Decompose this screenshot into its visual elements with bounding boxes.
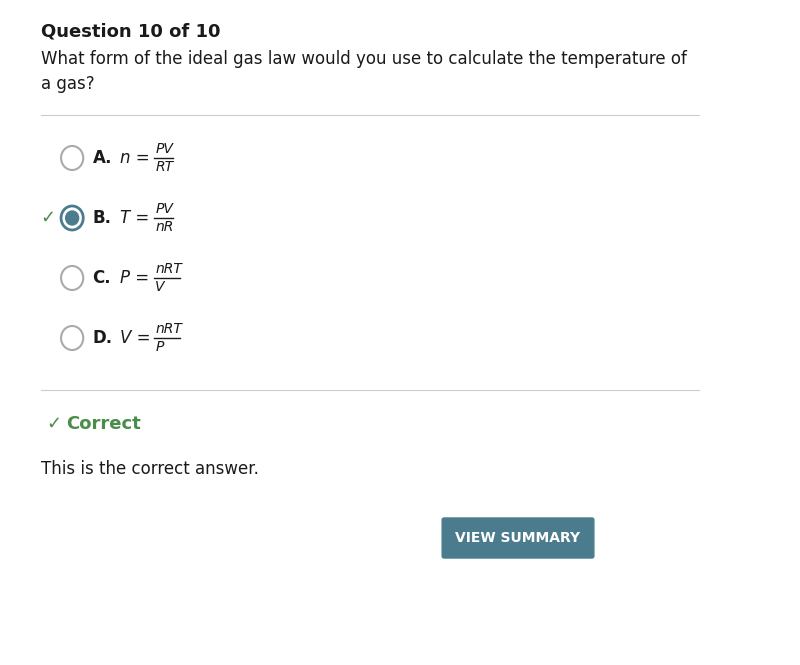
- Text: nR: nR: [155, 220, 174, 234]
- Text: ✓: ✓: [41, 209, 56, 227]
- Text: C.: C.: [93, 269, 111, 287]
- Text: Correct: Correct: [66, 415, 142, 433]
- Text: n =: n =: [120, 149, 150, 167]
- Text: VIEW SUMMARY: VIEW SUMMARY: [455, 531, 581, 545]
- Text: PV: PV: [155, 202, 174, 216]
- Text: V =: V =: [120, 329, 150, 347]
- Text: nRT: nRT: [155, 322, 182, 336]
- Text: PV: PV: [155, 142, 174, 156]
- Text: A.: A.: [93, 149, 112, 167]
- Text: P: P: [155, 340, 164, 354]
- Text: V: V: [155, 280, 165, 294]
- Text: P =: P =: [120, 269, 150, 287]
- Text: nRT: nRT: [155, 262, 182, 276]
- Text: T =: T =: [120, 209, 150, 227]
- Text: D.: D.: [93, 329, 113, 347]
- Text: ✓: ✓: [46, 415, 62, 433]
- Text: RT: RT: [155, 160, 174, 174]
- Circle shape: [66, 211, 78, 225]
- FancyBboxPatch shape: [442, 518, 594, 558]
- Text: B.: B.: [93, 209, 111, 227]
- Text: Question 10 of 10: Question 10 of 10: [41, 22, 220, 40]
- Text: What form of the ideal gas law would you use to calculate the temperature of
a g: What form of the ideal gas law would you…: [41, 50, 686, 93]
- Text: This is the correct answer.: This is the correct answer.: [41, 460, 258, 478]
